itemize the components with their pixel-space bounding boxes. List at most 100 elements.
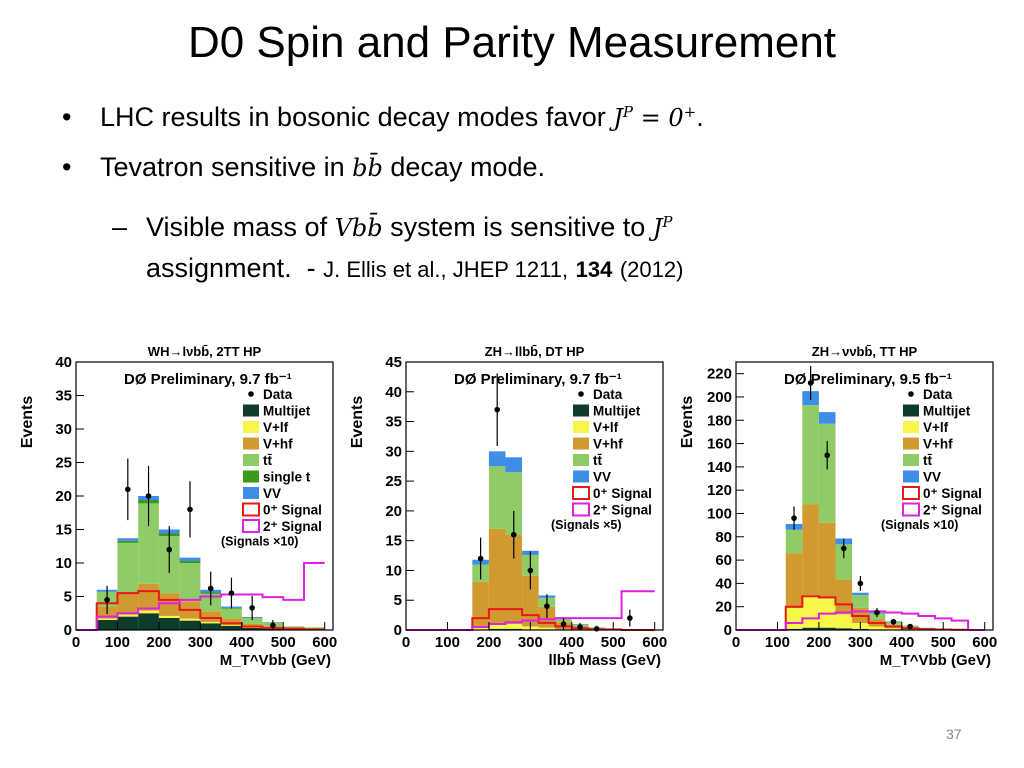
legend-note: (Signals ×10): [221, 535, 298, 549]
signal-line-2plus: [736, 610, 985, 631]
slide-title: D0 Spin and Parity Measurement: [187, 18, 837, 67]
data-point: [145, 493, 152, 499]
data-point: [627, 615, 633, 621]
chart-subtitle: DØ Preliminary, 9.7 fb⁻¹: [454, 371, 622, 388]
x-tick-label: 400: [229, 634, 254, 651]
legend-label: V+hf: [593, 437, 623, 452]
legend-label: 2⁺ Signal: [923, 503, 982, 518]
x-tick-label: 400: [559, 634, 584, 651]
legend-swatch: [903, 421, 919, 433]
stack-bar-tt: [221, 608, 242, 619]
stack-bar-vlf: [901, 628, 919, 630]
data-point: [527, 567, 534, 574]
y-tick-label: 40: [55, 354, 72, 371]
chart-title: ZH→llbb̄, DT HP: [485, 344, 585, 359]
x-tick-label: 500: [931, 634, 956, 651]
bullet-glyph: •: [62, 102, 72, 132]
y-tick-label: 220: [707, 366, 732, 383]
legend-swatch: [242, 519, 260, 533]
legend-swatch: [573, 470, 589, 483]
stack-bar-vlf: [117, 614, 139, 617]
stack-bar-vhf: [802, 504, 819, 596]
data-point: [807, 380, 814, 386]
data-point: [840, 545, 847, 552]
legend-label: V+hf: [923, 437, 953, 452]
legend-label: Data: [923, 387, 953, 402]
x-tick-label: 400: [889, 634, 914, 651]
x-tick-label: 300: [188, 634, 213, 651]
y-tick-label: 15: [55, 522, 72, 539]
legend-label: VV: [923, 470, 941, 485]
data-point: [270, 622, 276, 629]
chart-subtitle: DØ Preliminary, 9.5 fb⁻¹: [784, 371, 952, 388]
stack-bar-vhf: [158, 593, 180, 616]
legend-swatch: [903, 404, 919, 417]
stack-bar-vlf: [802, 595, 819, 628]
y-tick-label: 0: [724, 622, 732, 639]
x-axis-label: M_T^Vbb (GeV): [880, 652, 991, 669]
y-tick-label: 25: [55, 455, 72, 472]
data-point: [166, 546, 173, 553]
stack-bar-tt: [802, 405, 819, 505]
legend-label: Data: [263, 387, 293, 402]
legend-swatch: [243, 487, 259, 499]
stack-bar-vv: [852, 592, 869, 596]
y-tick-label: 10: [55, 555, 72, 572]
y-tick-label: 180: [707, 412, 732, 429]
legend-marker-data: [908, 391, 914, 397]
data-point: [857, 580, 864, 587]
x-tick-label: 100: [105, 634, 130, 651]
stack-bar-tt: [785, 529, 803, 554]
legend-label: tt̄: [923, 453, 933, 468]
data-point: [560, 621, 567, 627]
bullet-lhc-text: LHC results in bosonic decay modes favor: [100, 102, 606, 132]
legend-label: 2⁺ Signal: [593, 503, 652, 518]
legend-swatch: [573, 421, 589, 433]
bullet-tevatron-text: Tevatron sensitive in: [100, 152, 345, 182]
y-tick-label: 40: [715, 575, 732, 592]
stack-bar-tt: [241, 617, 263, 624]
x-tick-label: 0: [732, 634, 740, 651]
stack-bar-multijet: [818, 627, 836, 630]
y-tick-label: 45: [385, 354, 402, 371]
stack-bar-tt: [138, 503, 159, 584]
legend-swatch: [573, 437, 589, 450]
y-tick-label: 5: [394, 592, 402, 609]
plot-frame: [735, 361, 994, 631]
legend-swatch: [572, 502, 590, 517]
x-axis-label: M_T^Vbb (GeV): [220, 652, 331, 669]
data-point: [890, 619, 897, 625]
stack-bar-vhf: [522, 575, 539, 627]
x-tick-label: 600: [642, 634, 667, 651]
stack-bar-vhf: [200, 611, 222, 622]
legend-swatch: [573, 404, 589, 417]
legend-label: 0⁺ Signal: [263, 503, 322, 518]
x-tick-label: 100: [435, 634, 460, 651]
x-tick-label: 200: [806, 634, 831, 651]
legend-swatch: [903, 454, 919, 466]
stack-bar-vlf: [505, 624, 523, 629]
stack-bar-singlet: [179, 560, 201, 563]
legend-label: VV: [263, 486, 281, 501]
stack-bar-vv: [179, 557, 201, 561]
x-tick-label: 0: [402, 634, 410, 651]
legend-swatch: [243, 454, 259, 466]
x-axis-label: llbb̄ Mass (GeV): [548, 651, 661, 669]
legend-swatch: [903, 470, 919, 483]
plot-area: [76, 362, 333, 630]
stack-bar-vv: [818, 412, 836, 424]
stack-bar-vv: [505, 457, 523, 473]
math-jp2: JP: [652, 213, 673, 242]
y-tick-label: 15: [385, 533, 402, 550]
stack-bar-vhf: [117, 593, 139, 615]
bullet-glyph: •: [62, 152, 72, 182]
legend-swatch: [243, 404, 259, 417]
data-point: [824, 452, 830, 459]
stack-bar-tt: [505, 472, 523, 535]
stack-bar-multijet: [96, 619, 118, 630]
stack-bar-multijet: [241, 627, 263, 630]
legend-marker-data: [248, 391, 254, 397]
y-tick-label: 5: [64, 589, 72, 606]
y-tick-label: 10: [385, 562, 402, 579]
